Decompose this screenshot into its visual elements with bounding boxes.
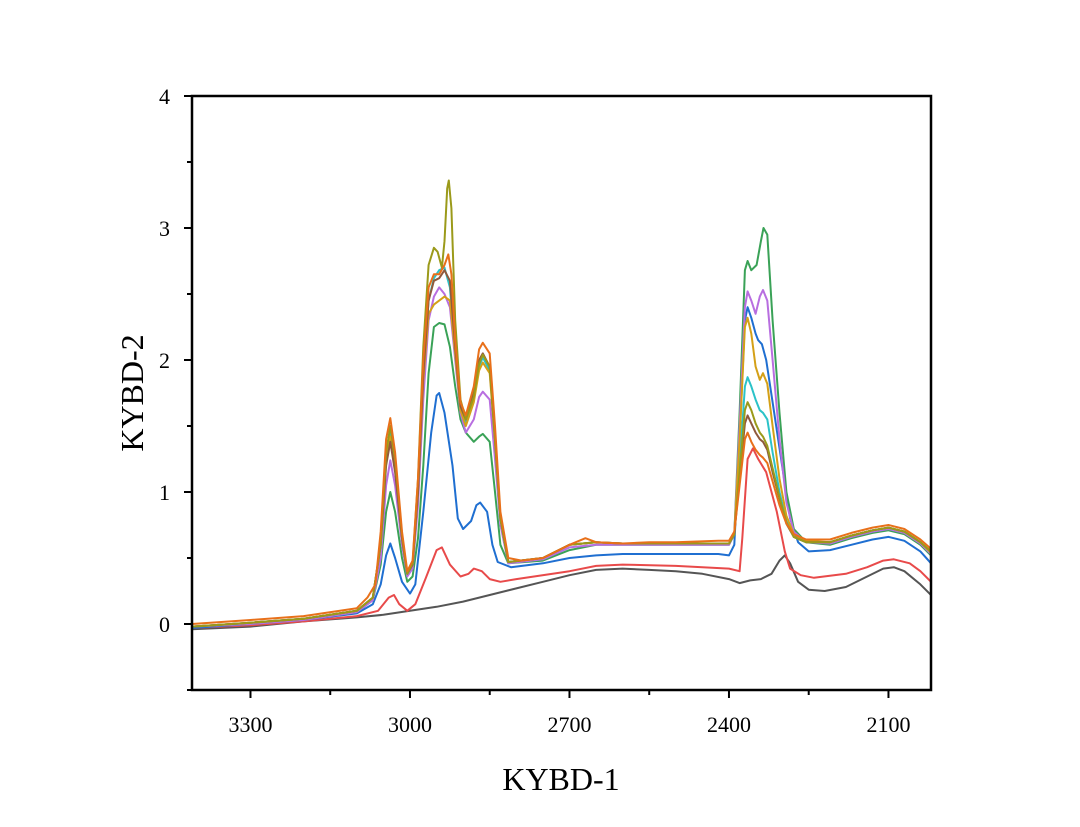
series-layer (192, 179, 931, 631)
x-tick-label-2400: 2400 (707, 712, 751, 737)
series-line-2 (192, 447, 931, 629)
series-line-5 (192, 286, 931, 628)
x-tick-label-2700: 2700 (547, 712, 591, 737)
y-tick-label-3: 3 (159, 216, 170, 241)
y-tick-label-2: 2 (159, 348, 170, 373)
y-tick-label-1: 1 (159, 480, 170, 505)
series-line-4 (192, 227, 931, 628)
x-tick-label-3300: 3300 (228, 712, 272, 737)
plot-frame (190, 94, 933, 692)
y-axis-title: KYBD-2 (114, 334, 150, 451)
tick-layer: 3300 3000 2700 2400 2100 0 1 2 3 4 (159, 84, 910, 737)
y-tick-label-0: 0 (159, 612, 170, 637)
series-line-1 (192, 554, 931, 631)
x-tick-label-3000: 3000 (388, 712, 432, 737)
y-tick-label-4: 4 (159, 84, 170, 109)
series-line-10 (192, 253, 931, 625)
x-axis-title: KYBD-1 (502, 761, 619, 797)
x-tick-label-2100: 2100 (866, 712, 910, 737)
series-line-3 (192, 306, 931, 629)
